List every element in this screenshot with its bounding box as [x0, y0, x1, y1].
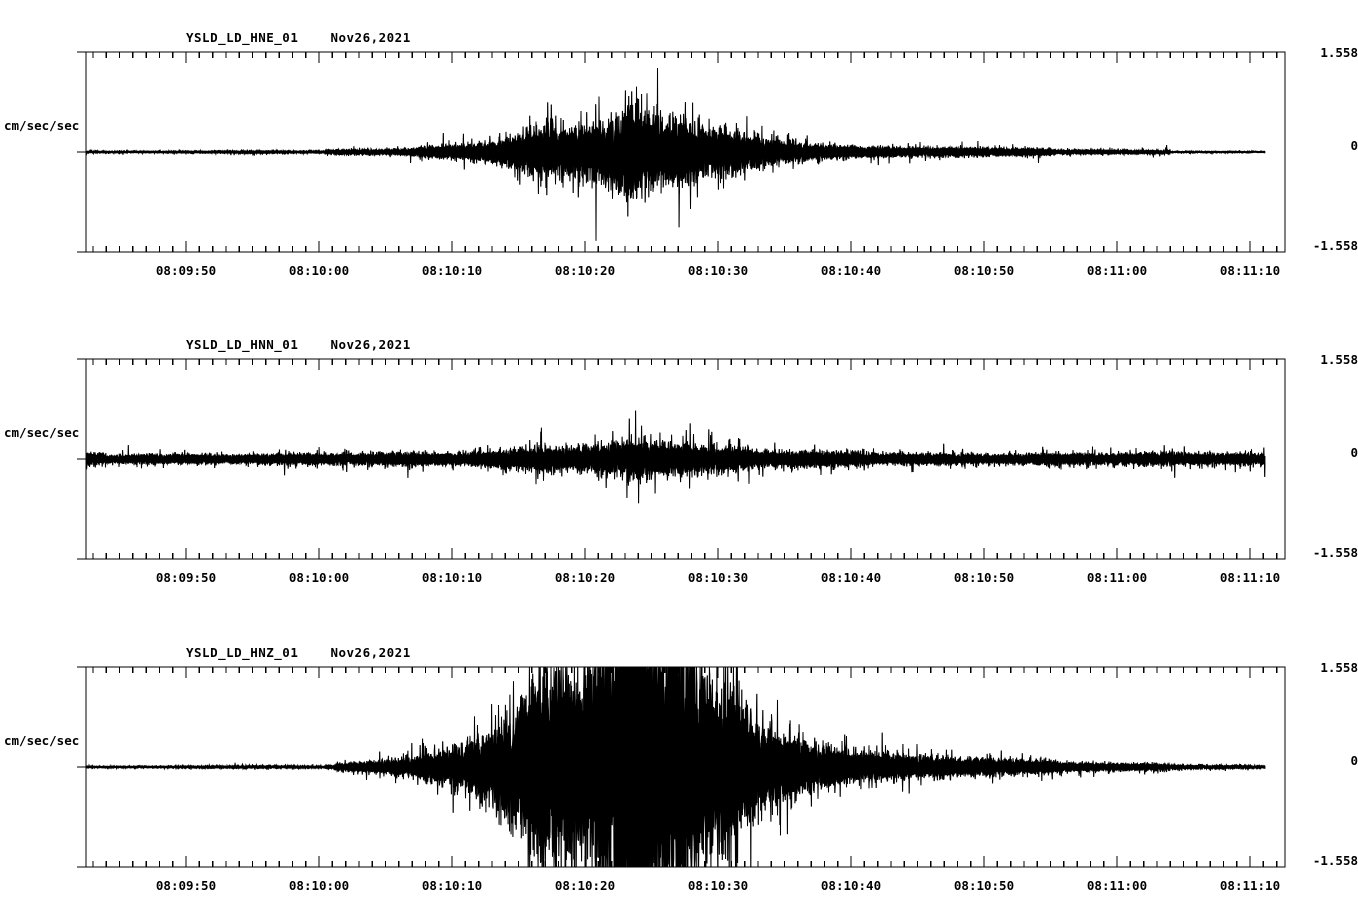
y-tick-label-max: 1.558: [1320, 352, 1358, 367]
x-tick-label: 08:10:00: [288, 570, 350, 585]
x-tick-label: 08:10:40: [820, 570, 882, 585]
x-tick-label: 08:11:10: [1219, 878, 1281, 893]
x-tick-label: 08:10:10: [421, 263, 483, 278]
panel-title: YSLD_LD_HNN_01 Nov26,2021: [186, 337, 411, 352]
x-tick-label: 08:11:00: [1086, 878, 1148, 893]
y-tick-label-zero: 0: [1350, 138, 1358, 153]
x-tick-label: 08:11:10: [1219, 263, 1281, 278]
x-tick-label: 08:09:50: [155, 263, 217, 278]
x-tick-label: 08:10:20: [554, 263, 616, 278]
y-axis-units-label: cm/sec/sec: [4, 118, 80, 133]
plot-area-hnn: [77, 358, 1286, 560]
x-tick-label: 08:10:20: [554, 570, 616, 585]
y-tick-label-zero: 0: [1350, 445, 1358, 460]
y-tick-label-min: -1.558: [1312, 545, 1358, 560]
x-tick-label: 08:10:10: [421, 878, 483, 893]
x-tick-label: 08:10:40: [820, 263, 882, 278]
y-axis-units-label: cm/sec/sec: [4, 733, 80, 748]
x-tick-label: 08:11:00: [1086, 570, 1148, 585]
x-tick-label: 08:10:00: [288, 263, 350, 278]
x-tick-label: 08:10:50: [953, 570, 1015, 585]
panel-title: YSLD_LD_HNZ_01 Nov26,2021: [186, 645, 411, 660]
y-tick-label-min: -1.558: [1312, 853, 1358, 868]
x-tick-label: 08:10:50: [953, 878, 1015, 893]
x-tick-label: 08:10:30: [687, 263, 749, 278]
x-tick-label: 08:09:50: [155, 878, 217, 893]
plot-area-hnz: [77, 666, 1286, 868]
panel-hnn: YSLD_LD_HNN_01 Nov26,2021 cm/sec/sec 1.5…: [0, 307, 1358, 615]
x-tick-label: 08:10:30: [687, 878, 749, 893]
panel-hnz: YSLD_LD_HNZ_01 Nov26,2021 cm/sec/sec 1.5…: [0, 615, 1358, 923]
x-tick-label: 08:10:00: [288, 878, 350, 893]
y-axis-units-label: cm/sec/sec: [4, 425, 80, 440]
x-tick-label: 08:10:30: [687, 570, 749, 585]
plot-area-hne: [77, 51, 1286, 253]
x-tick-label: 08:09:50: [155, 570, 217, 585]
y-tick-label-zero: 0: [1350, 753, 1358, 768]
x-tick-label: 08:10:50: [953, 263, 1015, 278]
panel-title: YSLD_LD_HNE_01 Nov26,2021: [186, 30, 411, 45]
x-tick-label: 08:11:00: [1086, 263, 1148, 278]
x-tick-label: 08:10:20: [554, 878, 616, 893]
x-tick-label: 08:10:40: [820, 878, 882, 893]
y-tick-label-max: 1.558: [1320, 45, 1358, 60]
y-tick-label-max: 1.558: [1320, 660, 1358, 675]
x-tick-label: 08:11:10: [1219, 570, 1281, 585]
x-tick-label: 08:10:10: [421, 570, 483, 585]
panel-hne: YSLD_LD_HNE_01 Nov26,2021 cm/sec/sec 1.5…: [0, 0, 1358, 308]
y-tick-label-min: -1.558: [1312, 238, 1358, 253]
